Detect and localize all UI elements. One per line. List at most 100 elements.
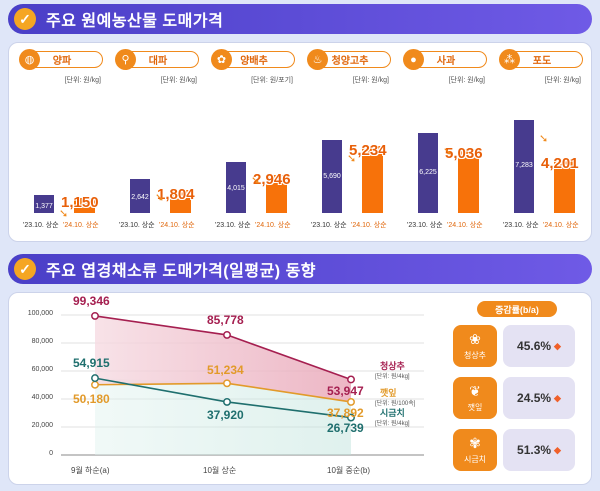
x-label-2024: '24.10. 상순 <box>543 222 579 229</box>
rate-value-box: 24.5% ◆ <box>503 377 575 419</box>
value-2024: 1,150 <box>61 194 99 212</box>
value-2024: 5,036 <box>445 144 483 162</box>
product-name: 양배추 <box>240 56 268 67</box>
value-2023: 5,690 <box>323 172 341 180</box>
down-arrow-icon: ◆ <box>554 444 561 455</box>
unit-label: [단위: 원/kg] <box>64 77 101 84</box>
bar-chart-area: ◍ 양파 [단위: 원/kg] 1,377 1,150 ➘ '23.10. 상순 '24.10… <box>9 43 593 243</box>
section-banner-leafy: ✓ 주요 엽경채소류 도매가격(일평균) 동향 <box>8 254 592 284</box>
bar-2023 <box>418 133 438 213</box>
rate-card-1: ❀ 청상추 <box>453 325 497 367</box>
section-title: 주요 엽경채소류 도매가격(일평균) 동향 <box>46 263 317 280</box>
series-unit: [단위: 원/4kg] <box>375 374 410 381</box>
y-tick-label: 0 <box>49 450 53 457</box>
check-icon: ✓ <box>14 8 36 30</box>
data-label: 51,234 <box>207 363 244 378</box>
down-arrow-icon: ➘ <box>443 146 453 159</box>
data-label: 37,920 <box>207 407 244 422</box>
line-chart-panel: 100,000 80,000 60,000 40,000 20,000 0 99,346 85… <box>8 292 592 485</box>
rate-item-name: 청상추 <box>463 351 487 360</box>
perilla-leaf-icon: ❦ <box>469 383 481 399</box>
y-tick-label: 100,000 <box>27 310 53 317</box>
data-point <box>223 397 231 406</box>
x-label-2023: '23.10. 상순 <box>215 222 251 229</box>
leek-icon: ⚲ <box>115 49 136 70</box>
bar-2024 <box>74 198 95 213</box>
unit-label: [단위: 원/kg] <box>352 77 389 84</box>
rate-item-name: 깻잎 <box>467 403 483 412</box>
unit-label: [단위: 원/kg] <box>544 77 581 84</box>
data-point <box>91 311 99 320</box>
data-label: 99,346 <box>73 293 110 308</box>
down-arrow-icon: ◆ <box>554 392 561 403</box>
x-label-2024: '24.10. 상순 <box>159 222 195 229</box>
product-header-4: ♨ 청양고추 <box>307 49 391 70</box>
bar-2024 <box>458 148 479 213</box>
y-tick-label: 60,000 <box>31 366 53 373</box>
down-arrow-icon: ➘ <box>347 153 357 166</box>
product-name: 포도 <box>532 56 552 67</box>
value-2023: 1,377 <box>35 203 53 211</box>
bar-chart-panel: ◍ 양파 [단위: 원/kg] 1,377 1,150 ➘ '23.10. 상순 '24.10… <box>8 42 592 242</box>
data-point <box>223 379 231 388</box>
rate-area: 증감률(b/a) ❀ 청상추 45.6% ◆ ❦ 깻잎 24.5% ◆ ✾ 시금치 51.3% ◆ <box>445 293 593 486</box>
rate-card-3: ✾ 시금치 <box>453 429 497 471</box>
product-header-1: ◍ 양파 <box>19 49 103 70</box>
y-tick-label: 40,000 <box>31 394 53 401</box>
down-arrow-icon: ➘ <box>539 132 549 145</box>
product-name: 양파 <box>52 56 72 67</box>
series-name: 깻잎 <box>380 387 397 398</box>
apple-icon: ● <box>403 49 424 70</box>
data-label: 26,739 <box>327 420 364 435</box>
value-2024: 1,804 <box>157 185 195 203</box>
down-arrow-icon: ➘ <box>59 208 69 221</box>
data-point <box>223 330 231 339</box>
grape-icon: ⁂ <box>499 49 520 70</box>
value-2023: 4,015 <box>227 184 245 192</box>
x-label-2023: '23.10. 상순 <box>311 222 347 229</box>
rate-card-2: ❦ 깻잎 <box>453 377 497 419</box>
bar-2024 <box>170 189 191 213</box>
section-banner-wholesale: ✓ 주요 원예농산물 도매가격 <box>8 4 592 34</box>
data-point <box>347 375 355 384</box>
rate-value-box: 51.3% ◆ <box>503 429 575 471</box>
x-label-2024: '24.10. 상순 <box>351 222 387 229</box>
series-name: 청상추 <box>380 361 405 372</box>
x-category-label: 10월 상순 <box>203 466 237 475</box>
product-header-5: ● 사과 <box>403 49 487 70</box>
rate-value-box: 45.6% ◆ <box>503 325 575 367</box>
data-point <box>91 380 99 389</box>
product-name: 사과 <box>436 56 456 67</box>
series-unit: [단위: 원/4kg] <box>375 420 410 427</box>
value-2024: 4,201 <box>541 155 579 173</box>
area-fill-upper <box>95 315 351 402</box>
rate-item-name: 시금치 <box>463 455 487 464</box>
unit-label: [단위: 원/포기] <box>251 77 293 84</box>
data-point <box>347 413 355 422</box>
value-2024: 2,946 <box>253 171 291 189</box>
bar-2024 <box>266 175 287 213</box>
section-title: 주요 원예농산물 도매가격 <box>46 13 224 30</box>
cabbage-icon: ✿ <box>211 49 232 70</box>
bar-2023 <box>514 119 534 213</box>
x-label-2024: '24.10. 상순 <box>63 222 99 229</box>
bar-2023 <box>34 195 54 213</box>
x-category-label: 9월 하순(a) <box>71 466 110 475</box>
check-icon: ✓ <box>14 258 36 280</box>
x-label-2023: '23.10. 상순 <box>503 222 539 229</box>
series-unit: [단위: 원/100속] <box>375 400 416 407</box>
value-2024: 5,234 <box>349 142 387 159</box>
product-header-2: ⚲ 대파 <box>115 49 199 70</box>
y-tick-label: 80,000 <box>31 338 53 345</box>
bar-2024 <box>554 159 575 213</box>
pepper-icon: ♨ <box>307 49 328 70</box>
product-header-3: ✿ 양배추 <box>211 49 295 70</box>
product-name: 청양고추 <box>331 56 369 67</box>
bar-2023 <box>226 161 246 213</box>
rate-value: 45.6% <box>517 339 552 353</box>
x-label-2023: '23.10. 상순 <box>119 222 155 229</box>
down-arrow-icon: ➘ <box>251 174 261 187</box>
data-point <box>347 398 355 406</box>
product-name: 대파 <box>148 56 168 67</box>
data-label: 37,892 <box>327 405 364 420</box>
